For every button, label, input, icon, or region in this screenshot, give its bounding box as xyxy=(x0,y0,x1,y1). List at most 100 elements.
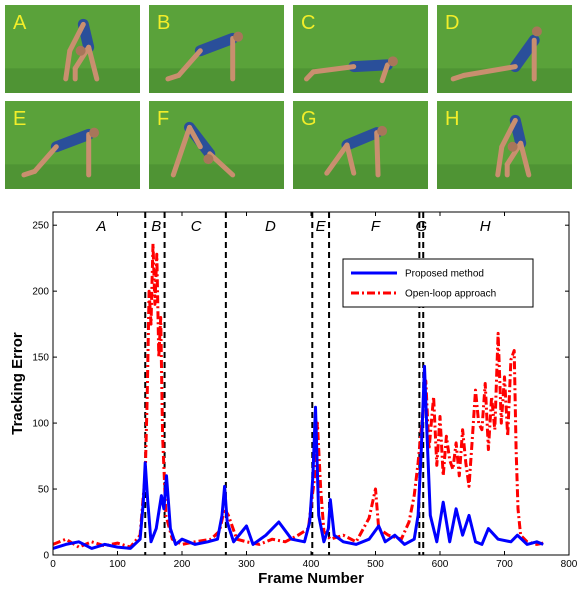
frame-letter: H xyxy=(445,108,459,130)
series-line-proposed xyxy=(52,364,544,550)
y-tick-label: 0 xyxy=(43,551,49,562)
x-tick-label: 800 xyxy=(561,559,578,570)
phase-labels: A B C D E F G H xyxy=(95,218,490,235)
torso xyxy=(194,32,239,57)
axis-ticks: 0 100 200 300 400 500 600 700 800 0 50 100 150 200 250 xyxy=(32,212,578,570)
video-frame-f: F xyxy=(149,101,284,189)
limb xyxy=(304,69,316,82)
limb xyxy=(207,151,236,178)
legend-entry-label: Open-loop approach xyxy=(405,289,496,300)
frame-letter: E xyxy=(13,108,26,130)
head xyxy=(75,45,86,56)
person-figure xyxy=(304,56,398,84)
frame-floor xyxy=(437,68,572,93)
frame-floor xyxy=(5,68,140,93)
frame-letter: F xyxy=(157,108,169,130)
series-line-open-loop xyxy=(52,242,544,549)
head xyxy=(89,127,100,138)
limb xyxy=(72,44,92,71)
legend: Proposed method Open-loop approach xyxy=(342,258,534,308)
legend-entry-label: Proposed method xyxy=(405,269,484,280)
y-axis-title: Tracking Error xyxy=(9,332,26,435)
frame-letter: G xyxy=(301,108,317,130)
x-axis-title: Frame Number xyxy=(258,570,364,587)
phase-label: H xyxy=(480,218,491,235)
limb xyxy=(324,142,350,176)
y-tick-label: 250 xyxy=(32,221,49,232)
torso xyxy=(341,127,383,151)
torso xyxy=(50,128,95,153)
phase-label: E xyxy=(316,218,327,235)
x-tick-label: 600 xyxy=(432,559,449,570)
limb xyxy=(518,140,532,178)
x-tick-label: 300 xyxy=(238,559,255,570)
x-tick-label: 700 xyxy=(496,559,513,570)
limb xyxy=(170,124,192,178)
video-frame-c: C xyxy=(293,5,428,93)
x-tick-label: 500 xyxy=(367,559,384,570)
person-figure xyxy=(170,121,236,178)
legend-box xyxy=(342,258,534,308)
phase-label: F xyxy=(371,218,381,235)
frame-floor xyxy=(149,68,284,93)
limb xyxy=(504,140,524,167)
torso xyxy=(509,114,527,149)
phase-label: D xyxy=(265,218,276,235)
limb xyxy=(21,168,38,178)
limb xyxy=(374,130,381,178)
frame-floor xyxy=(149,164,284,189)
y-tick-label: 100 xyxy=(32,419,49,430)
limb xyxy=(32,144,59,174)
phase-label: B xyxy=(151,218,161,235)
frame-letter: B xyxy=(157,12,170,34)
limb xyxy=(344,142,357,176)
limb xyxy=(67,21,86,54)
frame-floor xyxy=(293,164,428,189)
person-figure xyxy=(165,31,244,82)
head xyxy=(377,125,388,136)
x-tick-label: 200 xyxy=(174,559,191,570)
frame-letter: A xyxy=(13,12,27,34)
video-frame-e: E xyxy=(5,101,140,189)
frame-letter: C xyxy=(301,12,315,34)
limb xyxy=(165,72,182,82)
limb xyxy=(450,72,467,82)
limb xyxy=(63,48,73,82)
limb xyxy=(187,124,203,150)
phase-label: A xyxy=(95,218,106,235)
limb xyxy=(176,48,203,78)
limb xyxy=(461,64,518,78)
tracking-error-chart: 0 100 200 300 400 500 600 700 800 0 50 100 150 200 250… xyxy=(9,211,578,587)
phase-label: G xyxy=(415,218,427,235)
x-tick-label: 100 xyxy=(109,559,126,570)
video-frame-h: H xyxy=(437,101,572,189)
head xyxy=(203,154,214,165)
series-lines xyxy=(52,242,544,550)
limb xyxy=(495,144,505,178)
person-figure xyxy=(21,127,100,178)
video-frame-a: A xyxy=(5,5,140,93)
head xyxy=(387,56,398,67)
torso xyxy=(348,59,393,73)
head xyxy=(233,31,244,42)
head xyxy=(507,141,518,152)
video-frame-g: G xyxy=(293,101,428,189)
frame-floor xyxy=(437,164,572,189)
video-frame-b: B xyxy=(149,5,284,93)
person-figure xyxy=(324,125,388,178)
x-tick-label: 0 xyxy=(50,559,56,570)
limb xyxy=(86,44,100,82)
y-tick-label: 50 xyxy=(38,485,50,496)
video-frame-d: D xyxy=(437,5,572,93)
person-figure xyxy=(63,18,100,82)
person-figure xyxy=(495,114,532,178)
limb xyxy=(499,117,518,150)
limb xyxy=(379,62,390,84)
frame-floor xyxy=(5,164,140,189)
y-tick-label: 150 xyxy=(32,353,49,364)
person-figure xyxy=(450,26,542,82)
frame-letter: D xyxy=(445,12,459,34)
torso xyxy=(77,18,95,53)
x-tick-label: 400 xyxy=(303,559,320,570)
